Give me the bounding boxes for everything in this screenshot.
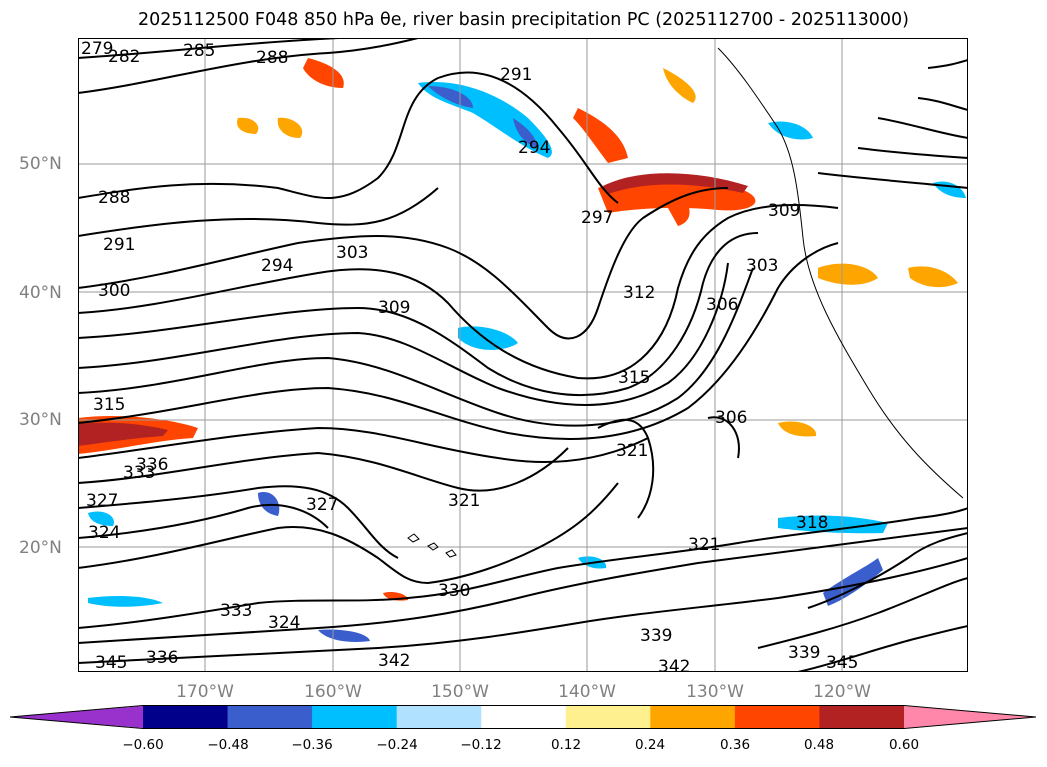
contour-label: 315 <box>618 368 650 388</box>
colorbar-tick: −0.24 <box>376 737 418 753</box>
contour-label: 336 <box>146 648 178 668</box>
contour-label: 312 <box>623 283 655 303</box>
contour-label: 342 <box>378 651 410 671</box>
lon-label-160w: 160°W <box>304 682 362 702</box>
contour-label: 306 <box>715 408 747 428</box>
lon-label-150w: 150°W <box>431 682 489 702</box>
contour-label: 288 <box>98 188 130 208</box>
contour-label: 345 <box>826 653 858 672</box>
precip-positive-shading <box>78 58 958 601</box>
colorbar-segment <box>227 706 313 728</box>
contour-label: 309 <box>768 201 800 221</box>
contour-label: 324 <box>268 613 300 633</box>
contour-label: 321 <box>616 441 648 461</box>
contour-label: 321 <box>688 535 720 555</box>
colorbar-segment <box>819 706 905 728</box>
contour-label: 330 <box>438 581 470 601</box>
colorbar-segment <box>396 706 482 728</box>
contour-label: 279 <box>81 39 113 59</box>
precip-negative-shading <box>88 82 966 642</box>
lat-label-50n: 50°N <box>19 154 62 174</box>
colorbar-tick: 0.48 <box>803 737 835 753</box>
map-panel: 279 282 285 288 288 291 291 294 294 297 … <box>78 38 968 672</box>
contour-label: 333 <box>220 601 252 621</box>
contour-label: 294 <box>261 256 293 276</box>
contour-label: 339 <box>788 643 820 663</box>
contour-label: 318 <box>796 513 828 533</box>
colorbar-segment <box>143 706 229 728</box>
colorbar-segment <box>650 706 736 728</box>
contour-label: 333 <box>123 463 155 483</box>
contour-label: 336 <box>136 455 168 475</box>
contour-label: 300 <box>98 281 130 301</box>
colorbar-segment <box>565 706 651 728</box>
contour-label: 339 <box>640 626 672 646</box>
contour-label: 282 <box>108 47 140 67</box>
theta-e-contours <box>78 38 968 672</box>
colorbar-tick: 0.36 <box>719 737 751 753</box>
contour-label: 297 <box>581 208 613 228</box>
contour-label: 294 <box>518 138 550 158</box>
contour-label: 321 <box>448 491 480 511</box>
colorbar-segment <box>734 706 820 728</box>
contour-label: 303 <box>336 243 368 263</box>
contour-label: 291 <box>103 235 135 255</box>
lat-label-40n: 40°N <box>19 283 62 303</box>
contour-label: 345 <box>95 653 127 672</box>
colorbar-tick: −0.48 <box>207 737 249 753</box>
lon-label-130w: 130°W <box>686 682 744 702</box>
lon-label-120w: 120°W <box>813 682 871 702</box>
contour-label: 303 <box>746 256 778 276</box>
colorbar-segment <box>481 706 567 728</box>
colorbar-extend-high <box>904 706 1036 728</box>
contour-label: 327 <box>86 491 118 511</box>
colorbar-segment <box>312 706 398 728</box>
coastline <box>407 47 964 558</box>
lon-label-170w: 170°W <box>176 682 234 702</box>
contour-label: 288 <box>256 48 288 68</box>
graticule <box>78 38 968 672</box>
contour-label: 315 <box>93 395 125 415</box>
lat-label-20n: 20°N <box>19 538 62 558</box>
chart-title: 2025112500 F048 850 hPa θe, river basin … <box>138 10 909 30</box>
colorbar-tick: −0.36 <box>291 737 333 753</box>
colorbar-tick: 0.60 <box>888 737 920 753</box>
contour-label: 306 <box>706 295 738 315</box>
lat-label-30n: 30°N <box>19 410 62 430</box>
contour-label: 285 <box>183 41 215 61</box>
colorbar-extend-low <box>10 706 143 728</box>
contour-label: 309 <box>378 298 410 318</box>
lon-label-140w: 140°W <box>558 682 616 702</box>
colorbar-tick: 0.24 <box>634 737 666 753</box>
colorbar-tick: −0.12 <box>460 737 502 753</box>
contour-label: 342 <box>658 657 690 672</box>
colorbar-tick: −0.60 <box>122 737 164 753</box>
contour-label: 327 <box>306 495 338 515</box>
contour-label: 324 <box>88 523 120 543</box>
colorbar-tick: 0.12 <box>550 737 582 753</box>
colorbar <box>10 705 1036 729</box>
contour-label: 291 <box>500 65 532 85</box>
contour-labels: 279 282 285 288 288 291 291 294 294 297 … <box>81 39 858 672</box>
